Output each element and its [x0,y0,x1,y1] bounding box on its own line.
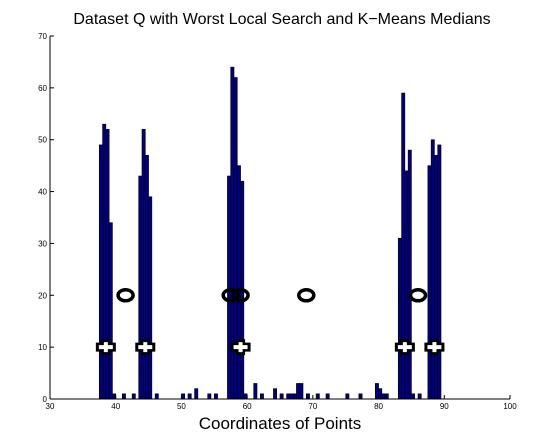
histogram-bar [299,383,304,400]
histogram-bar [121,393,126,400]
y-tick-label: 0 [43,395,48,404]
histogram-bar [279,393,284,400]
local-search-median-marker [427,342,442,353]
x-tick-label: 60 [243,402,252,411]
histogram-bar [98,144,103,400]
kmeans-median-marker [116,288,135,303]
histogram-bar [148,196,153,400]
x-tick-label: 40 [111,402,120,411]
histogram-bar [427,165,432,400]
x-tick-label: 80 [374,402,383,411]
histogram-bar [296,383,301,400]
histogram-bar [227,175,232,400]
histogram-bar [289,393,294,400]
histogram-bar [236,165,241,400]
histogram-bar [207,393,212,400]
y-tick-label: 10 [38,343,47,352]
histogram-bar [154,393,159,400]
histogram-bar [381,393,386,400]
histogram-bar [358,393,363,400]
histogram-bar [325,393,330,400]
histogram-bar [273,388,278,400]
histogram-bar [305,393,310,400]
histogram-bar [397,237,402,400]
histogram-bar [292,393,297,400]
x-tick-label: 90 [440,402,449,411]
histogram-bar [259,393,264,400]
kmeans-median-marker [297,288,316,303]
histogram-bar [417,393,422,400]
histogram-bar [102,123,107,400]
axes: 30 40 50 60 70 80 90 100 0 10 20 30 40 50 60 70 [38,32,517,411]
kmeans-median-marker [221,288,240,303]
kmeans-median-marker [231,288,250,303]
histogram-bar [141,129,146,400]
histogram-bar [187,393,192,400]
y-tick-label: 30 [38,239,47,248]
histogram-bar [131,393,136,400]
histogram-bar [315,393,320,400]
histogram-bar [194,388,199,400]
local-search-median-marker [233,342,248,353]
histogram-bar [384,393,389,400]
y-tick-label: 70 [38,32,47,41]
local-search-median-marker [138,342,153,353]
histogram-bar [213,393,218,400]
histogram-bar [108,222,113,400]
histogram-bar [138,175,143,400]
histogram-bar [411,393,416,400]
x-axis-label: Coordinates of Points [199,414,362,433]
histogram-bar [253,383,258,400]
histogram-bar [404,170,409,400]
y-tick-label: 50 [38,136,47,145]
kmeans-median-marker [408,288,428,303]
median-markers [95,288,445,356]
histogram-bar [407,149,412,400]
y-tick-label: 40 [38,188,47,197]
histogram-bar [105,129,110,400]
chart-title: Dataset Q with Worst Local Search and K−… [73,11,490,28]
x-tick-label: 70 [308,402,317,411]
histogram-bar [437,144,442,400]
histogram-bar [144,154,149,400]
x-tick-label: 30 [46,402,55,411]
histogram-bar [345,393,350,400]
x-tick-label: 100 [503,402,517,411]
histogram-bar [434,154,439,400]
histogram-bar [286,393,291,400]
y-tick-label: 60 [38,84,47,93]
y-tick-label: 20 [38,291,47,300]
local-search-median-marker [397,342,412,353]
x-tick-label: 50 [177,402,186,411]
local-search-median-marker [98,342,113,353]
histogram-bar [430,139,435,400]
